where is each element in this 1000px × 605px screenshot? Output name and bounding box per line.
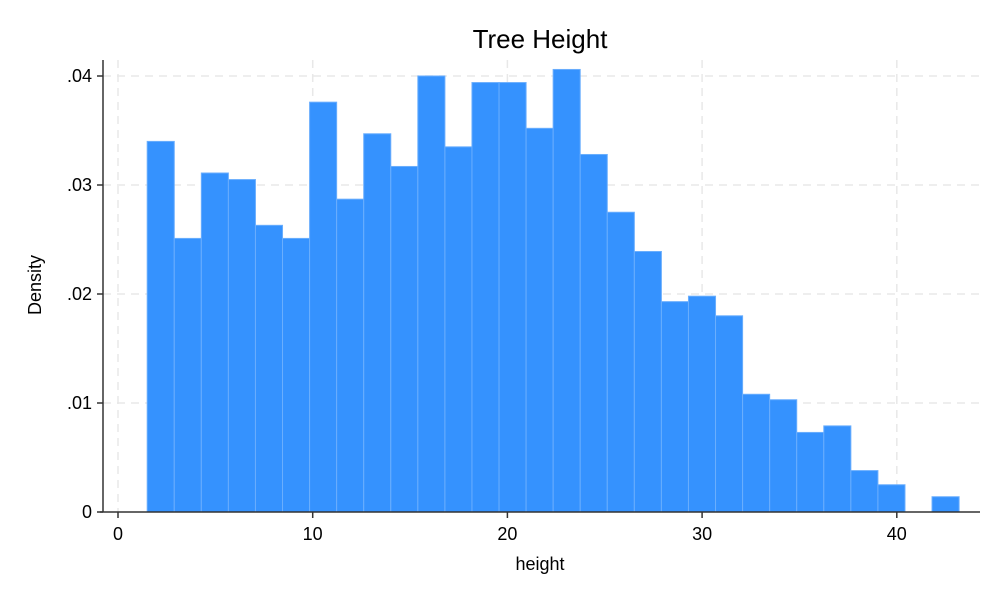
histogram-bar bbox=[390, 165, 419, 513]
y-tick-label: .03 bbox=[67, 175, 92, 195]
bars bbox=[146, 68, 960, 513]
x-ticks: 0 10 20 30 40 bbox=[113, 512, 907, 544]
histogram-bar bbox=[877, 484, 906, 513]
histogram-bar bbox=[769, 399, 798, 513]
histogram-bar bbox=[552, 68, 581, 513]
histogram-bar bbox=[254, 224, 284, 513]
histogram-bar bbox=[363, 133, 392, 513]
x-tick-label: 40 bbox=[887, 524, 907, 544]
histogram-bar bbox=[796, 431, 825, 513]
histogram-bar bbox=[525, 127, 554, 513]
x-tick-label: 30 bbox=[692, 524, 712, 544]
y-tick-label: .04 bbox=[67, 66, 92, 86]
histogram-bar bbox=[471, 82, 500, 513]
y-axis-label: Density bbox=[25, 255, 45, 315]
y-tick-label: .01 bbox=[67, 393, 92, 413]
y-ticks: 0 .01 .02 .03 .04 bbox=[67, 66, 103, 522]
histogram-bar bbox=[227, 179, 256, 513]
histogram-bar bbox=[687, 295, 717, 513]
histogram-bar bbox=[173, 237, 202, 513]
histogram-bar bbox=[579, 153, 608, 513]
x-tick-label: 0 bbox=[113, 524, 123, 544]
histogram-bar bbox=[606, 211, 635, 513]
y-tick-label: .02 bbox=[67, 284, 92, 304]
histogram-bar bbox=[200, 172, 229, 513]
histogram-bar bbox=[336, 198, 365, 513]
histogram-bar bbox=[309, 101, 338, 513]
histogram-bar bbox=[850, 470, 879, 513]
histogram-bar bbox=[742, 393, 771, 513]
histogram-bar bbox=[146, 140, 175, 513]
histogram-bar bbox=[282, 237, 311, 513]
histogram-bar bbox=[931, 496, 960, 513]
y-tick-label: 0 bbox=[82, 502, 92, 522]
histogram-bar bbox=[444, 146, 473, 513]
x-tick-label: 20 bbox=[497, 524, 517, 544]
histogram-bar bbox=[660, 301, 689, 513]
histogram-bar bbox=[823, 425, 852, 513]
histogram-bar bbox=[715, 315, 744, 513]
histogram-bar bbox=[498, 82, 527, 513]
x-axis-label: height bbox=[515, 554, 564, 574]
x-tick-label: 10 bbox=[303, 524, 323, 544]
histogram-bar bbox=[417, 75, 446, 513]
chart-title: Tree Height bbox=[473, 24, 609, 54]
histogram-bar bbox=[633, 250, 662, 513]
